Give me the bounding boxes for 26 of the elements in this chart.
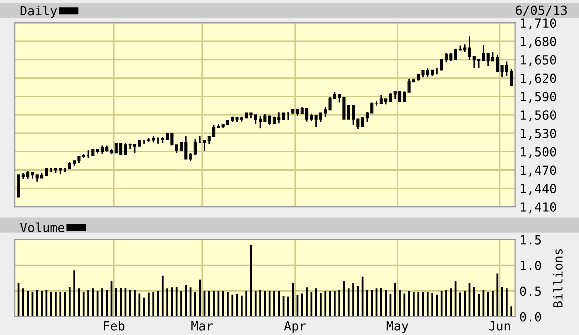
y-tick-label: 0.0 — [520, 312, 542, 322]
x-tick-label: Apr — [284, 322, 306, 334]
candlestick — [398, 91, 402, 102]
x-tick-label: May — [386, 322, 408, 334]
x-tick-label: Jun — [489, 322, 510, 331]
y-tick-label: 1,590 — [520, 92, 556, 104]
y-tick-label: 1,440 — [520, 184, 556, 196]
y-tick-label: 1,710 — [520, 18, 556, 30]
y-tick-label: 1,620 — [520, 74, 556, 85]
y-tick-label: 1,530 — [520, 128, 556, 140]
y-tick-label: 1.0 — [520, 261, 542, 271]
y-tick-label: 0.5 — [520, 286, 542, 296]
candlestick — [92, 149, 95, 156]
legend-label: Daily — [20, 6, 58, 18]
y-tick-label: 1,410 — [520, 202, 556, 214]
y-axis-title: Billions — [553, 250, 563, 308]
x-tick-label: Mar — [192, 322, 214, 331]
y-tick-label: 1,680 — [520, 37, 556, 48]
x-tick-label: Feb — [104, 321, 125, 331]
y-tick-label: 1.5 — [520, 236, 542, 245]
y-tick-label: 1,470 — [520, 166, 556, 177]
legend-label: Volume — [20, 222, 64, 232]
y-tick-label: 1,560 — [520, 110, 556, 122]
text: 6/05/13 — [516, 6, 568, 16]
y-tick-label: 1,500 — [520, 147, 556, 158]
y-tick-label: 1,650 — [520, 55, 556, 66]
